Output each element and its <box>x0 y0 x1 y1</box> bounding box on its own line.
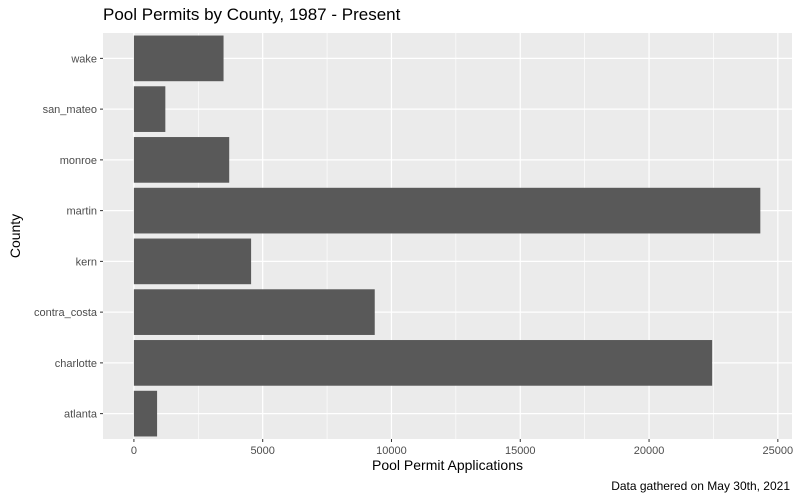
bar-charlotte <box>133 340 713 386</box>
y-tick-label: monroe <box>60 155 97 167</box>
y-tick-label: charlotte <box>55 358 97 370</box>
bar-kern <box>133 238 252 285</box>
y-tick-label: san_mateo <box>43 104 97 116</box>
y-axis-title: County <box>7 214 23 258</box>
chart-caption: Data gathered on May 30th, 2021 <box>611 479 790 493</box>
x-tick-label: 25000 <box>763 445 794 457</box>
x-axis-title: Pool Permit Applications <box>372 457 523 473</box>
x-axis: 0 5000 10000 15000 20000 25000 <box>131 439 793 457</box>
x-tick-label: 0 <box>131 445 137 457</box>
y-tick-label: atlanta <box>64 409 98 421</box>
bar-wake <box>133 35 224 82</box>
bar-contra_costa <box>133 289 375 335</box>
bars <box>133 35 761 437</box>
bar-atlanta <box>133 390 158 437</box>
y-tick-label: contra_costa <box>34 307 98 319</box>
x-tick-label: 10000 <box>376 445 407 457</box>
y-tick-label: wake <box>70 53 97 65</box>
bar-martin <box>133 187 761 234</box>
y-axis: atlanta charlotte contra_costa kern martin mo… <box>34 53 103 421</box>
x-tick-label: 5000 <box>250 445 274 457</box>
y-tick-label: martin <box>66 206 97 218</box>
x-tick-label: 15000 <box>505 445 536 457</box>
chart-title: Pool Permits by County, 1987 - Present <box>103 5 401 24</box>
y-tick-label: kern <box>76 256 97 268</box>
bar-monroe <box>133 137 230 183</box>
bar-san_mateo <box>133 86 166 132</box>
x-tick-label: 20000 <box>634 445 665 457</box>
